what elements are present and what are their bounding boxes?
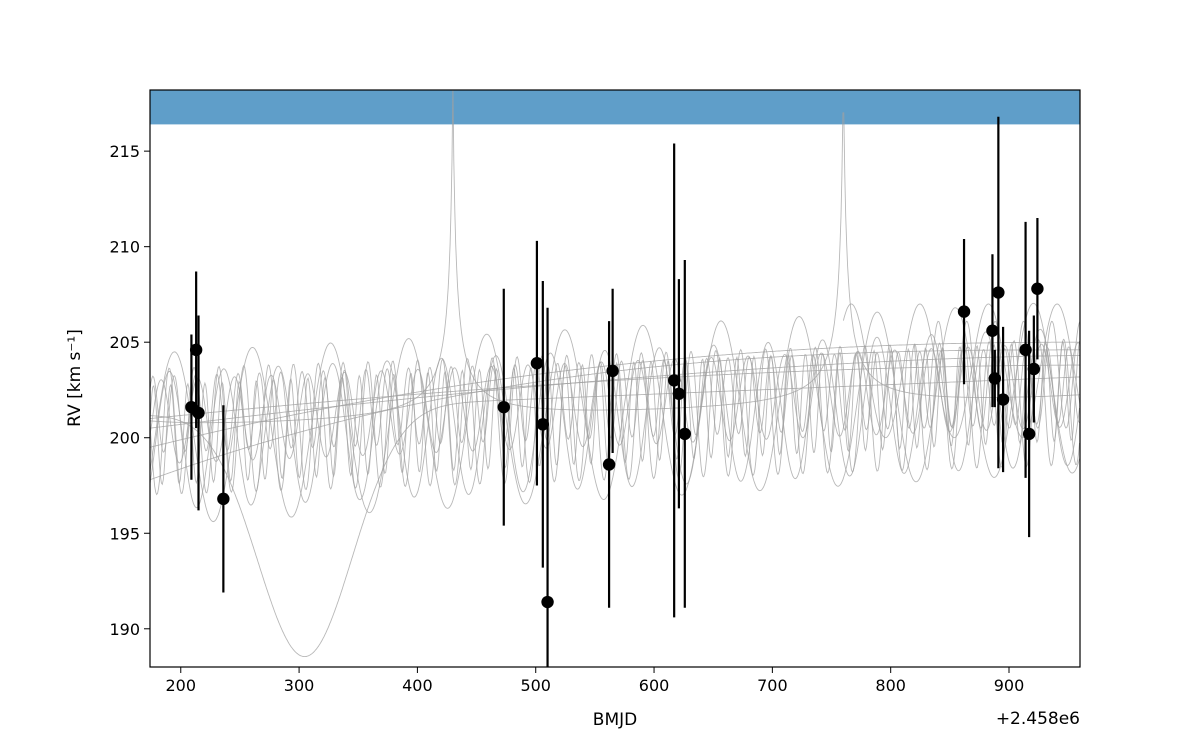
- model-curve: [150, 328, 1080, 509]
- model-curve: [150, 364, 1080, 420]
- band-layer: [150, 90, 1080, 125]
- model-curve: [150, 338, 1080, 496]
- y-axis-label: RV [km s⁻¹]: [65, 329, 85, 427]
- data-point: [672, 387, 686, 400]
- model-curve: [842, 303, 1080, 439]
- x-tick-label: 300: [284, 676, 315, 695]
- x-ticks: 200 300 400 500 600 700 800 900: [165, 667, 1024, 695]
- x-tick-label: 600: [639, 676, 670, 695]
- model-curve: [150, 342, 1080, 464]
- data-point: [1022, 427, 1036, 441]
- y-tick-label: 205: [109, 333, 140, 352]
- data-point: [541, 595, 554, 609]
- x-offset-label: +2.458e6: [996, 709, 1080, 729]
- model-curve: [150, 346, 1080, 453]
- x-tick-label: 800: [875, 676, 906, 695]
- data-point: [667, 374, 681, 387]
- highlight-band: [150, 90, 1080, 125]
- x-tick-label: 400: [402, 676, 433, 695]
- model-curve: [150, 355, 1080, 429]
- x-tick-label: 700: [757, 676, 788, 695]
- data-point: [1027, 362, 1041, 376]
- y-tick-label: 190: [109, 620, 140, 639]
- data-point: [192, 406, 205, 420]
- x-tick-label: 900: [994, 676, 1025, 695]
- data-point: [957, 305, 971, 318]
- x-tick-label: 200: [165, 676, 196, 695]
- data-points: [185, 116, 1044, 667]
- data-point: [606, 364, 619, 378]
- data-point: [986, 324, 999, 337]
- y-ticks: 190 195 200 205 210 215: [109, 142, 150, 639]
- data-point: [217, 492, 230, 506]
- y-tick-label: 195: [109, 524, 140, 543]
- y-tick-label: 215: [109, 142, 140, 161]
- data-point: [992, 286, 1005, 299]
- model-curve: [150, 302, 1080, 523]
- y-tick-label: 200: [109, 429, 140, 448]
- y-tick-label: 210: [109, 238, 140, 257]
- data-point: [536, 418, 550, 431]
- model-curve: [150, 376, 1080, 658]
- data-point: [996, 393, 1010, 406]
- plot-frame: [149, 89, 1081, 668]
- data-point: [530, 357, 544, 370]
- data-point: [189, 343, 203, 357]
- data-point: [1031, 282, 1044, 295]
- data-point: [602, 458, 616, 471]
- data-point: [497, 400, 510, 414]
- x-tick-label: 500: [520, 676, 551, 695]
- model-curve: [150, 90, 1080, 424]
- x-axis-label: BMJD: [593, 710, 637, 730]
- data-point: [678, 427, 692, 441]
